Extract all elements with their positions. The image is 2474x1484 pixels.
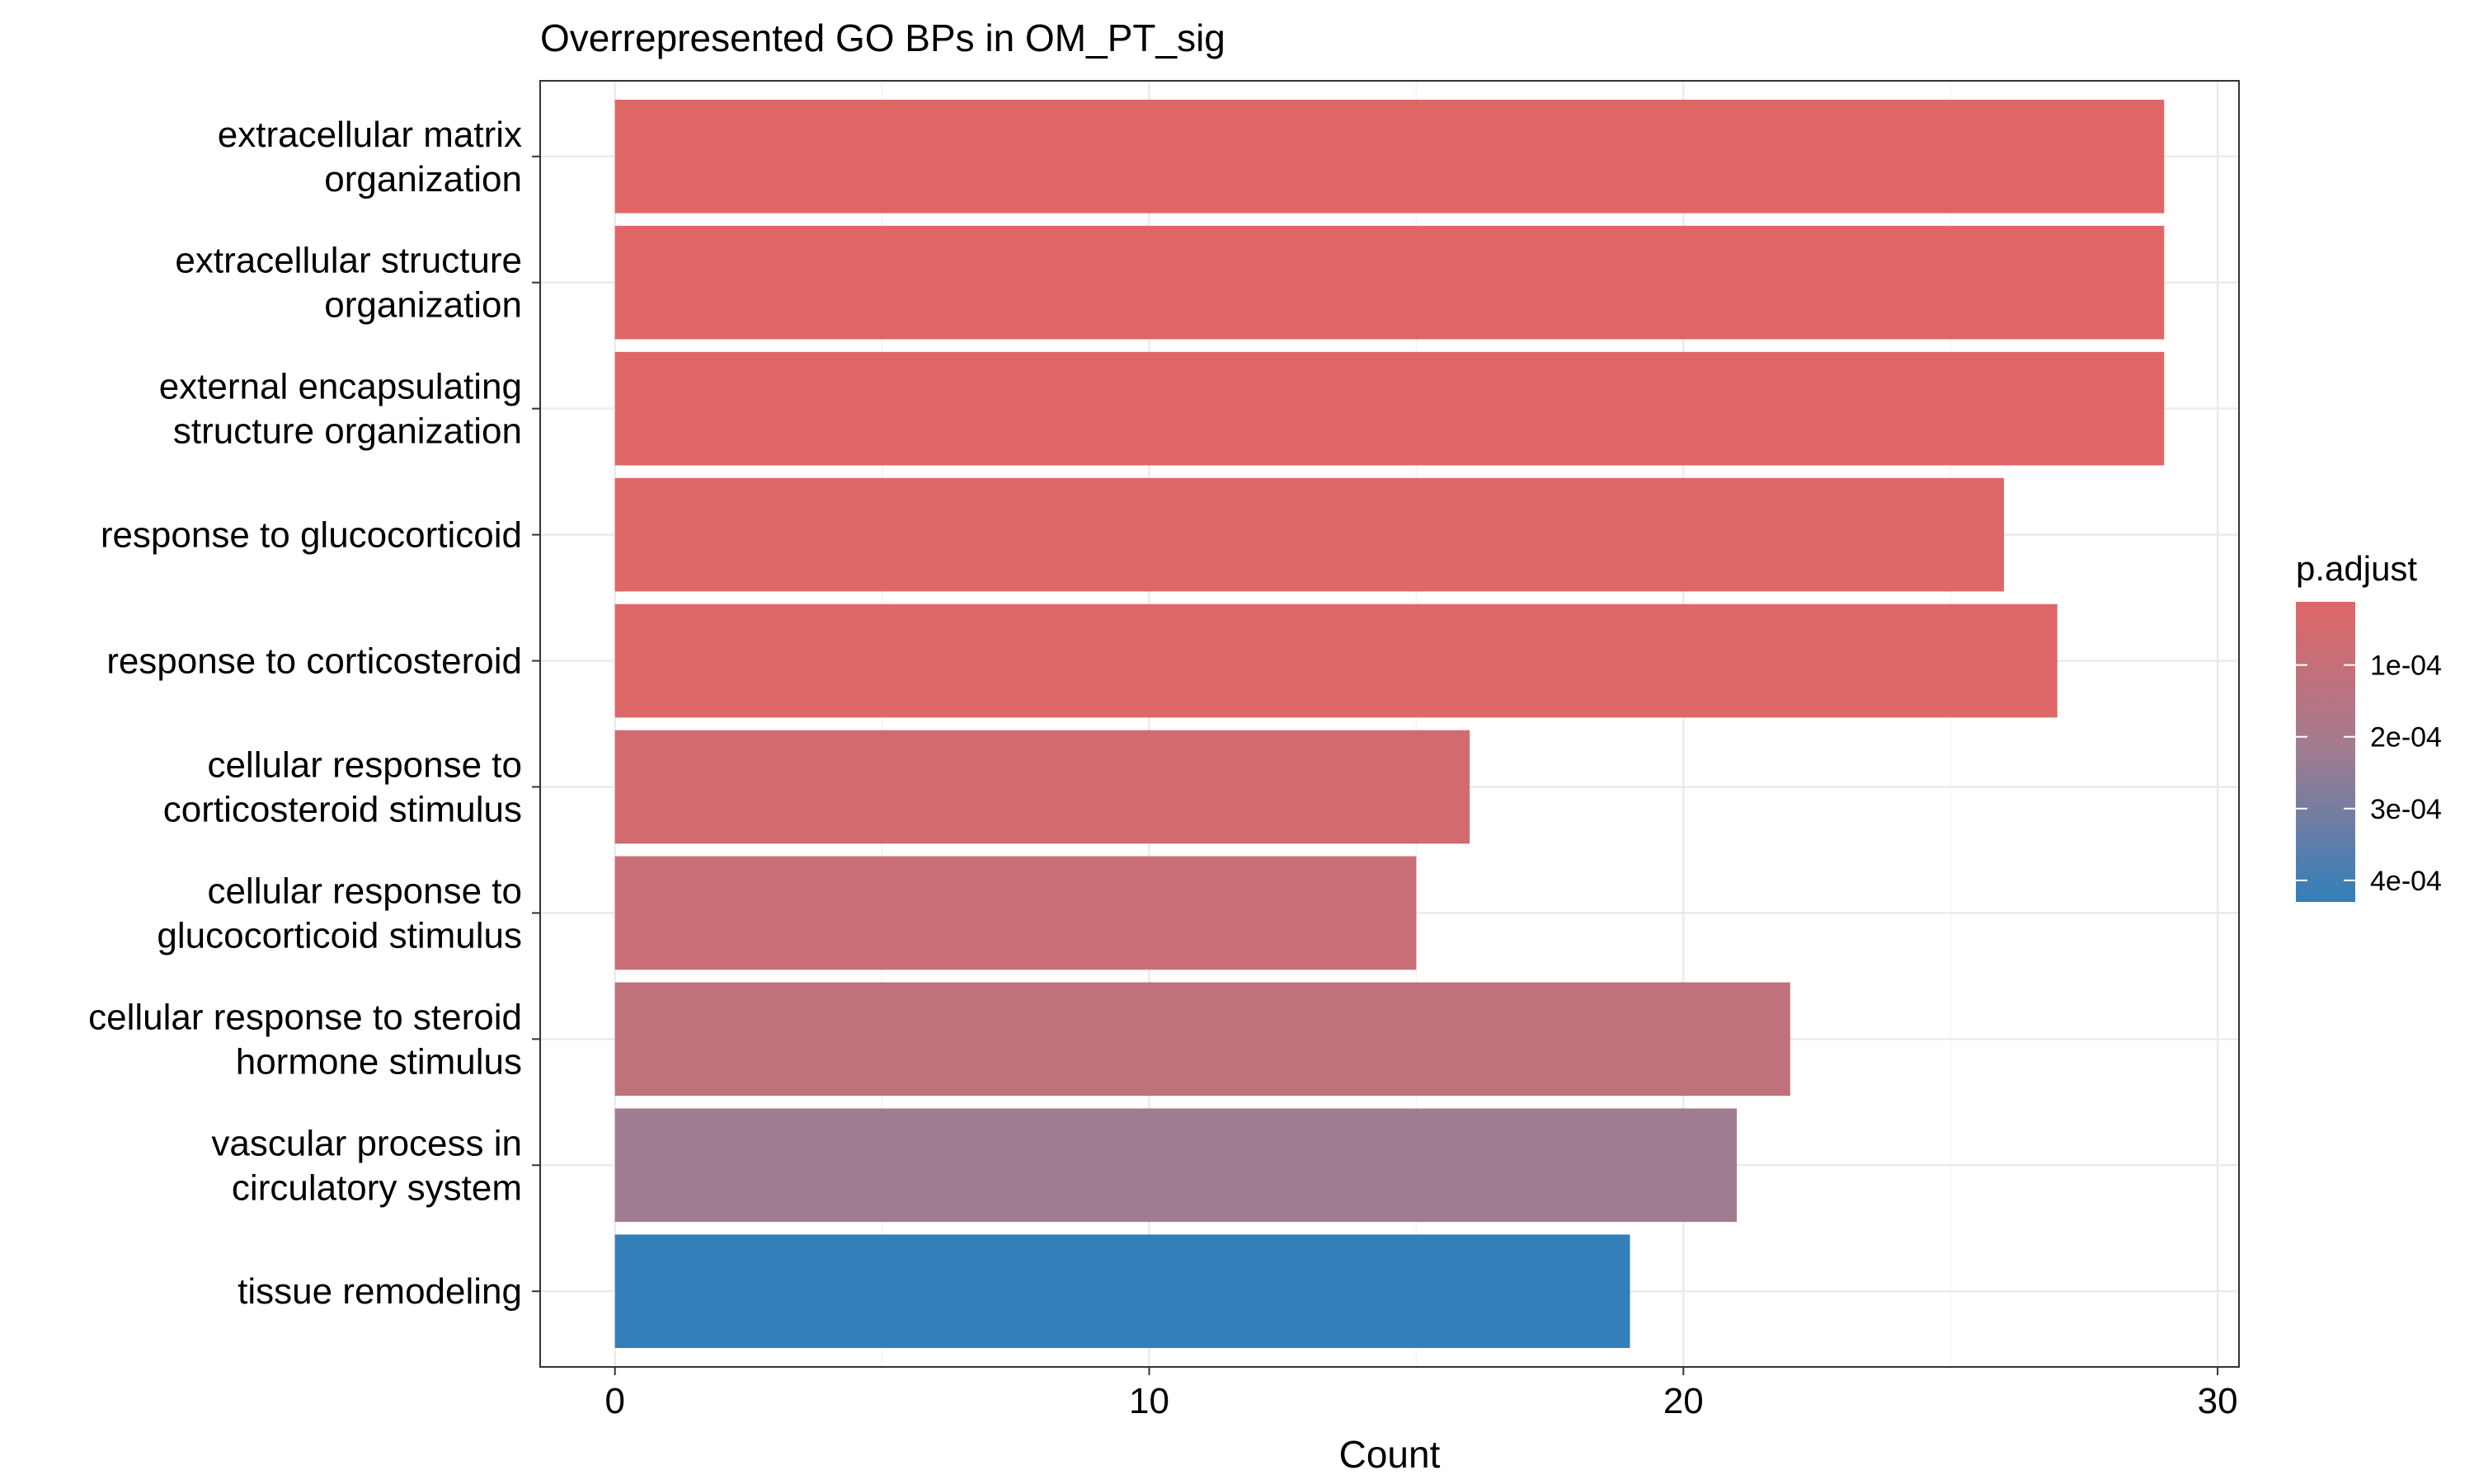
bar [614,1108,1738,1223]
y-tick-label: extracellular matrix [218,115,522,155]
legend-colorbar [2296,602,2355,902]
x-tick-label: 30 [2198,1381,2238,1421]
legend: p.adjust 1e-04 2e-04 3e-04 4e-04 [2296,549,2442,902]
bar [614,351,2165,466]
legend-tick-label: 1e-04 [2370,650,2442,682]
y-tick-label: response to corticosteroid [106,641,522,682]
y-tick-label: structure organization [173,411,522,452]
x-axis: 0 10 20 30 [604,1367,2238,1421]
y-tick-label: corticosteroid stimulus [163,789,522,829]
bar [614,225,2165,340]
bars [614,99,2165,1349]
chart-title: Overrepresented GO BPs in OM_PT_sig [540,16,1225,59]
y-tick-label: hormone stimulus [236,1041,522,1082]
legend-tick-label: 4e-04 [2370,866,2442,897]
bar [614,477,2004,592]
y-tick-label: circulatory system [232,1167,522,1208]
y-tick-label: response to glucocorticoid [101,515,522,556]
bar [614,99,2165,214]
x-tick-label: 0 [604,1381,624,1421]
bar [614,603,2058,718]
y-tick-label: organization [324,159,522,200]
x-axis-title: Count [1339,1433,1441,1476]
bar [614,1234,1630,1349]
bar [614,982,1790,1097]
legend-tick-label: 2e-04 [2370,722,2442,754]
legend-title: p.adjust [2296,549,2417,588]
y-tick-label: cellular response to [207,744,522,785]
x-tick-label: 20 [1663,1381,1704,1421]
bar [614,856,1417,970]
bar [614,730,1470,844]
y-tick-label: organization [324,285,522,326]
y-tick-label: external encapsulating [159,367,522,407]
y-tick-label: vascular process in [211,1123,522,1163]
y-tick-label: cellular response to [207,871,522,911]
x-tick-label: 10 [1129,1381,1169,1421]
y-tick-label: glucocorticoid stimulus [157,915,522,956]
legend-ticks: 1e-04 2e-04 3e-04 4e-04 [2296,650,2442,897]
legend-tick-label: 3e-04 [2370,794,2442,825]
y-tick-label: extracellular structure [175,241,522,281]
y-tick-label: tissue remodeling [238,1271,522,1312]
y-tick-label: cellular response to steroid [88,997,522,1037]
plot-border [539,80,2240,1368]
y-axis: extracellular matrixorganizationextracel… [88,115,540,1312]
